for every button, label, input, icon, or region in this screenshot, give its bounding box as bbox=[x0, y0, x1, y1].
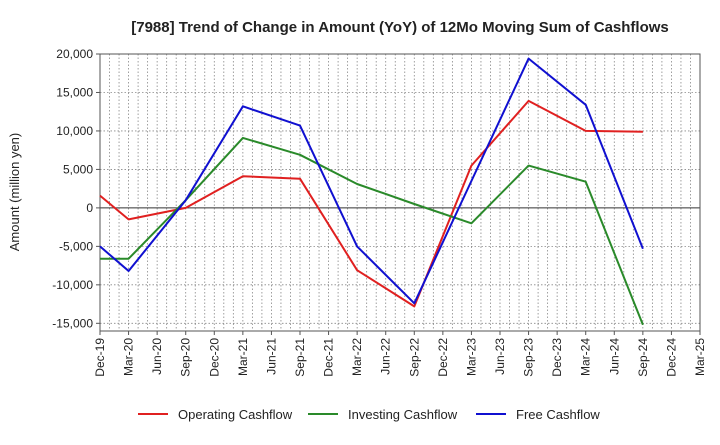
x-tick-label: Mar-20 bbox=[122, 338, 136, 376]
y-tick-label: 0 bbox=[86, 201, 93, 215]
x-tick-label: Dec-21 bbox=[322, 338, 336, 377]
x-tick-label: Dec-20 bbox=[207, 338, 221, 377]
x-tick-label: Jun-22 bbox=[379, 338, 393, 375]
y-tick-label: 10,000 bbox=[56, 124, 93, 138]
x-tick-label: Mar-25 bbox=[693, 338, 707, 376]
x-tick-label: Dec-19 bbox=[93, 338, 107, 377]
legend-label-operating-cashflow: Operating Cashflow bbox=[178, 407, 293, 422]
legend: Operating Cashflow Investing Cashflow Free… bbox=[138, 407, 600, 422]
legend-label-investing-cashflow: Investing Cashflow bbox=[348, 407, 458, 422]
x-tick-label: Sep-24 bbox=[636, 338, 650, 377]
x-tick-label: Jun-20 bbox=[150, 338, 164, 375]
x-tick-label: Jun-24 bbox=[607, 338, 621, 375]
x-tick-label: Sep-21 bbox=[293, 338, 307, 377]
x-tick-label: Sep-22 bbox=[407, 338, 421, 377]
y-tick-label: -5,000 bbox=[59, 239, 93, 253]
y-tick-label: -15,000 bbox=[52, 316, 93, 330]
x-tick-label: Sep-20 bbox=[179, 338, 193, 377]
x-tick-label: Sep-23 bbox=[522, 338, 536, 377]
y-tick-label: 15,000 bbox=[56, 85, 93, 99]
x-tick-label: Dec-22 bbox=[436, 338, 450, 377]
x-tick-label: Dec-24 bbox=[664, 338, 678, 377]
x-tick-label: Mar-23 bbox=[464, 338, 478, 376]
legend-label-free-cashflow: Free Cashflow bbox=[516, 407, 600, 422]
x-tick-label: Mar-24 bbox=[579, 338, 593, 376]
x-tick-label: Mar-22 bbox=[350, 338, 364, 376]
x-tick-label: Jun-21 bbox=[264, 338, 278, 375]
y-tick-label: -10,000 bbox=[52, 278, 93, 292]
x-tick-label: Dec-23 bbox=[550, 338, 564, 377]
x-tick-label: Jun-23 bbox=[493, 338, 507, 375]
y-tick-label: 5,000 bbox=[63, 162, 93, 176]
x-tick-label: Mar-21 bbox=[236, 338, 250, 376]
y-axis-label: Amount (million yen) bbox=[7, 133, 22, 252]
chart-title: [7988] Trend of Change in Amount (YoY) o… bbox=[131, 19, 669, 36]
y-tick-label: 20,000 bbox=[56, 47, 93, 61]
